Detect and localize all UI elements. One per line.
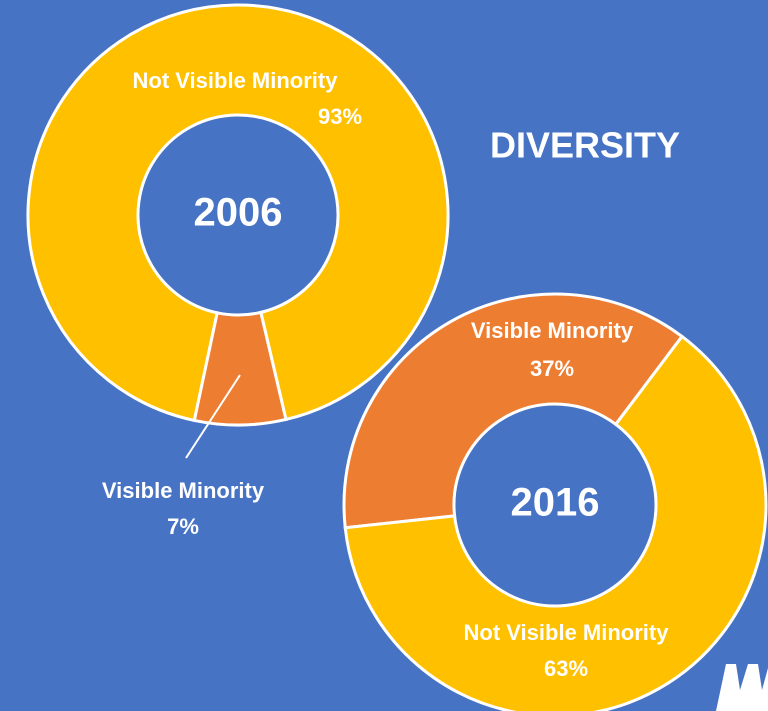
donut-segment bbox=[192, 310, 288, 427]
donut-center-label: 2006 bbox=[194, 191, 283, 235]
heading: DIVERSITY bbox=[490, 125, 680, 166]
donut-segment bbox=[26, 3, 450, 423]
donut-center-label: 2016 bbox=[511, 481, 600, 525]
value-label: 63% bbox=[544, 656, 588, 681]
category-label: Not Visible Minority bbox=[133, 68, 339, 93]
category-label: Visible Minority bbox=[471, 318, 634, 343]
category-label: Visible Minority bbox=[102, 478, 265, 503]
donut-segment bbox=[343, 334, 768, 711]
donut-segment bbox=[342, 292, 685, 530]
value-label: 93% bbox=[318, 104, 362, 129]
leader-line bbox=[185, 374, 241, 459]
value-label: 37% bbox=[530, 356, 574, 381]
logo bbox=[716, 664, 768, 711]
category-label: Not Visible Minority bbox=[464, 620, 670, 645]
value-label: 7% bbox=[167, 514, 199, 539]
